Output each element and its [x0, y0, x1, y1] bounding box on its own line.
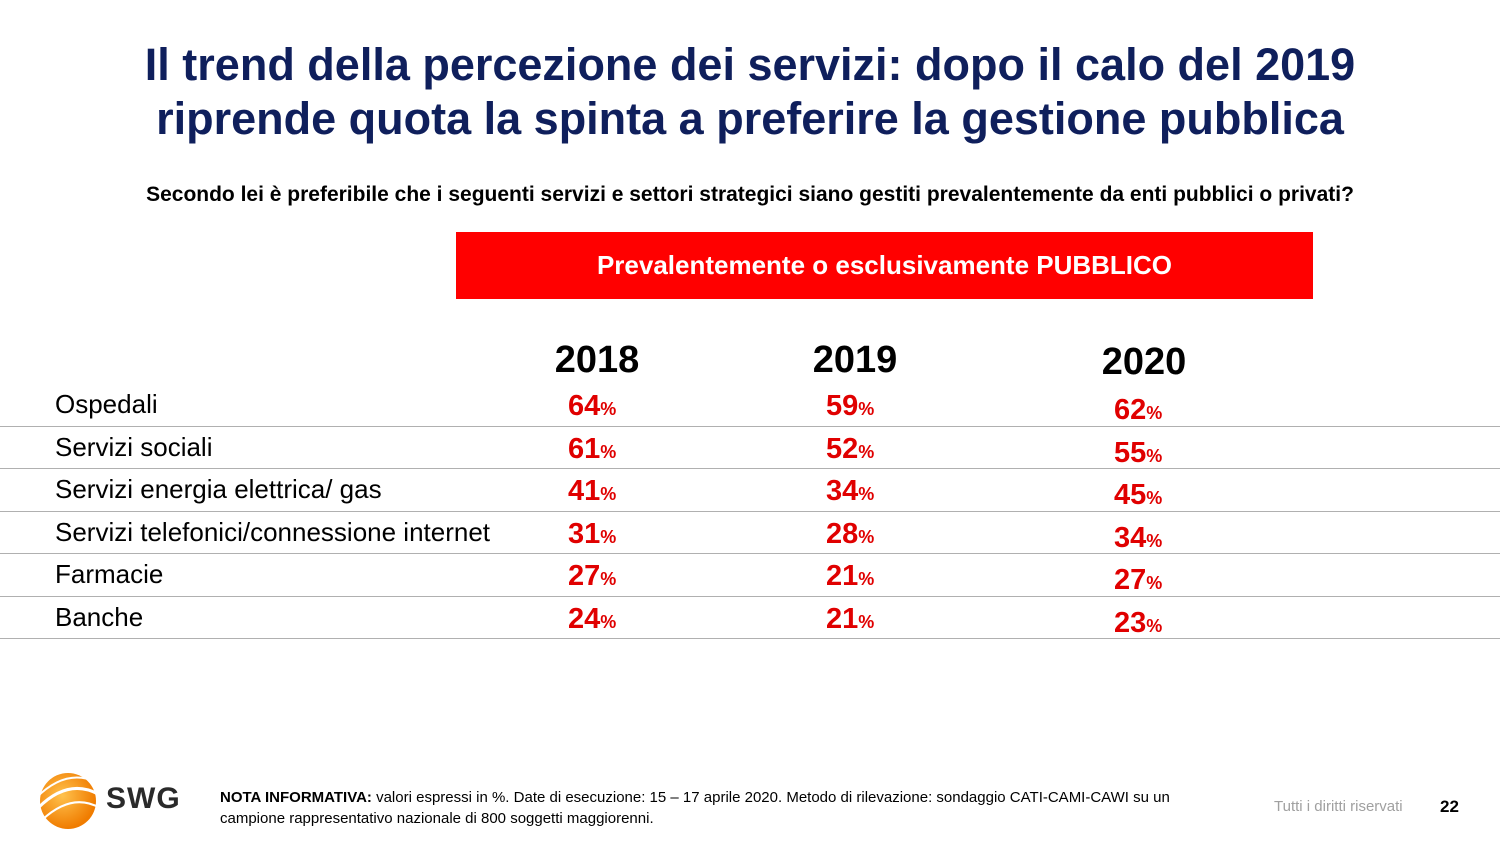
value-unit: %	[858, 569, 875, 589]
value-number: 34	[1114, 521, 1147, 554]
value-unit: %	[858, 611, 875, 632]
page-title: Il trend della percezione dei servizi: d…	[0, 38, 1500, 146]
value-number: 55	[1114, 436, 1147, 469]
year-header-2020: 2020	[1101, 341, 1187, 383]
value-2019: 59%	[826, 390, 874, 423]
value-unit: %	[858, 484, 875, 504]
value-2018: 61%	[568, 433, 616, 466]
value-2018: 31%	[568, 518, 616, 551]
value-number: 21	[826, 560, 859, 592]
value-2020: 62%	[1114, 394, 1162, 427]
table-row: Servizi sociali 61% 52% 55%	[0, 427, 1500, 470]
row-label: Ospedali	[55, 389, 158, 419]
value-unit: %	[1146, 615, 1163, 636]
row-label: Farmacie	[55, 559, 164, 589]
value-number: 23	[1114, 606, 1147, 639]
value-unit: %	[1146, 488, 1163, 508]
row-label: Servizi sociali	[55, 431, 213, 462]
note-label: NOTA INFORMATIVA:	[220, 789, 372, 806]
value-number: 41	[568, 475, 601, 507]
value-number: 27	[1114, 564, 1147, 596]
value-2018: 24%	[568, 603, 616, 636]
value-2019: 21%	[826, 560, 874, 593]
value-2018: 27%	[568, 560, 616, 593]
value-unit: %	[858, 526, 875, 547]
value-number: 64	[568, 390, 601, 422]
value-unit: %	[600, 611, 617, 632]
logo-wordmark: SWG	[106, 782, 181, 815]
value-number: 21	[826, 602, 859, 635]
value-2019: 52%	[826, 433, 874, 466]
value-unit: %	[1146, 573, 1163, 593]
value-unit: %	[1146, 445, 1163, 466]
row-label: Banche	[55, 601, 144, 632]
row-label: Servizi energia elettrica/ gas	[55, 474, 382, 504]
value-unit: %	[600, 526, 617, 547]
value-2019: 34%	[826, 475, 874, 508]
value-number: 34	[826, 475, 859, 507]
value-number: 59	[826, 390, 859, 422]
value-number: 28	[826, 517, 859, 550]
value-number: 31	[568, 517, 601, 550]
value-2020: 23%	[1114, 607, 1162, 640]
value-unit: %	[858, 399, 875, 419]
value-2019: 21%	[826, 603, 874, 636]
value-unit: %	[600, 399, 617, 419]
value-number: 27	[568, 560, 601, 592]
value-unit: %	[600, 441, 617, 462]
value-number: 52	[826, 432, 859, 465]
value-2020: 34%	[1114, 522, 1162, 555]
title-line-1: Il trend della percezione dei servizi: d…	[144, 39, 1356, 90]
table-row: Servizi telefonici/connessione internet 3…	[0, 512, 1500, 555]
row-label: Servizi telefonici/connessione internet	[55, 516, 491, 547]
value-unit: %	[1146, 403, 1163, 423]
table-row: Ospedali 64% 59% 62%	[0, 384, 1500, 427]
category-banner: Prevalentemente o esclusivamente PUBBLIC…	[456, 232, 1313, 299]
survey-question: Secondo lei è preferibile che i seguenti…	[146, 183, 1354, 206]
value-2020: 27%	[1114, 564, 1162, 597]
footer-note: NOTA INFORMATIVA: valori espressi in %. …	[220, 787, 1220, 829]
value-2019: 28%	[826, 518, 874, 551]
note-text: valori espressi in %. Date di esecuzione…	[220, 789, 1170, 827]
value-number: 24	[568, 602, 601, 635]
value-unit: %	[600, 569, 617, 589]
title-line-2: riprende quota la spinta a preferire la …	[156, 93, 1344, 144]
value-unit: %	[600, 484, 617, 504]
table-row: Servizi energia elettrica/ gas 41% 34% 45%	[0, 469, 1500, 512]
globe-logo-icon	[35, 773, 100, 829]
table-row: Banche 24% 21% 23%	[0, 597, 1500, 640]
data-table: Ospedali 64% 59% 62% Servizi sociali 61% 52% 55…	[0, 384, 1500, 639]
value-unit: %	[858, 441, 875, 462]
value-2020: 45%	[1114, 479, 1162, 512]
value-2020: 55%	[1114, 437, 1162, 470]
page-number: 22	[1440, 797, 1459, 816]
value-2018: 64%	[568, 390, 616, 423]
year-header-2019: 2019	[812, 339, 898, 381]
value-number: 45	[1114, 479, 1147, 511]
value-2018: 41%	[568, 475, 616, 508]
value-unit: %	[1146, 530, 1163, 551]
value-number: 61	[568, 432, 601, 465]
rights-text: Tutti i diritti riservati	[1274, 798, 1403, 815]
value-number: 62	[1114, 394, 1147, 426]
year-header-2018: 2018	[554, 339, 640, 381]
table-row: Farmacie 27% 21% 27%	[0, 554, 1500, 597]
